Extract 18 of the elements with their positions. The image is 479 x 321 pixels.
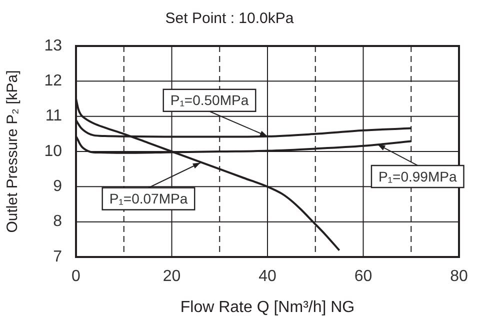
y-tick-label: 8: [53, 213, 62, 230]
y-axis-title: Outlet Pressure P₂ [kPa]: [4, 70, 22, 233]
x-tick-label: 0: [72, 268, 81, 286]
y-tick-label: 13: [44, 37, 62, 54]
y-tick-label: 7: [53, 248, 62, 266]
x-axis-title: Flow Rate Q [Nm³/h] NG: [180, 298, 355, 316]
y-tick-label: 10: [44, 142, 62, 160]
annotation: P₁=0.50MPa: [170, 92, 249, 108]
annotation: P₁=0.07MPa: [109, 190, 188, 207]
y-tick-label: 12: [44, 72, 62, 90]
chart-title: Set Point : 10.0kPa: [165, 10, 294, 28]
x-tick-label: 60: [354, 268, 372, 286]
annotation: P₁=0.99MPa: [378, 168, 457, 184]
y-tick-label: 9: [53, 178, 62, 196]
y-tick-label: 11: [45, 108, 62, 125]
x-tick-label: 40: [258, 268, 276, 286]
x-tick-label: 80: [450, 268, 468, 286]
x-tick-label: 20: [162, 268, 181, 286]
